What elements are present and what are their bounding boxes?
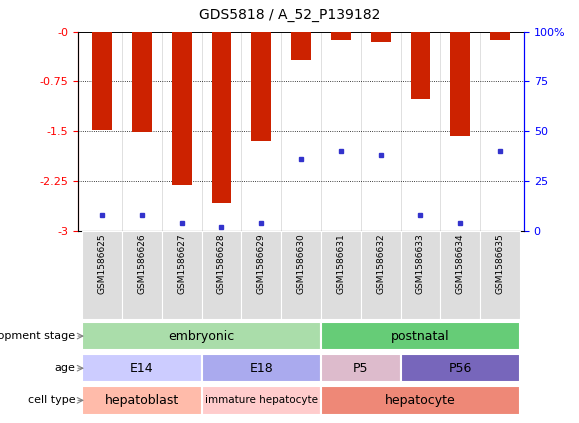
Text: GSM1586628: GSM1586628: [217, 233, 226, 294]
Text: postnatal: postnatal: [391, 330, 450, 343]
Bar: [92, 32, 112, 130]
Text: P5: P5: [353, 362, 369, 375]
Bar: [411, 32, 430, 99]
Text: GSM1586630: GSM1586630: [296, 233, 306, 294]
Text: immature hepatocyte: immature hepatocyte: [205, 396, 318, 405]
Bar: [441, 231, 480, 319]
Bar: [251, 32, 271, 141]
Text: GSM1586634: GSM1586634: [456, 233, 465, 294]
Bar: [401, 354, 520, 382]
Bar: [132, 32, 152, 132]
Bar: [201, 231, 241, 319]
Bar: [82, 354, 201, 382]
Text: GSM1586632: GSM1586632: [376, 233, 385, 294]
Bar: [371, 32, 391, 42]
Text: hepatoblast: hepatoblast: [105, 394, 179, 407]
Bar: [450, 32, 470, 137]
Bar: [321, 322, 520, 350]
Bar: [201, 354, 321, 382]
Bar: [172, 32, 192, 185]
Text: P56: P56: [449, 362, 472, 375]
Bar: [361, 231, 401, 319]
Bar: [82, 231, 122, 319]
Bar: [82, 322, 321, 350]
Bar: [401, 231, 441, 319]
Bar: [201, 386, 321, 415]
Text: GSM1586629: GSM1586629: [256, 233, 266, 294]
Bar: [211, 32, 232, 203]
Bar: [82, 386, 201, 415]
Bar: [291, 32, 311, 60]
Text: GSM1586627: GSM1586627: [177, 233, 186, 294]
Text: E14: E14: [130, 362, 153, 375]
Text: GSM1586626: GSM1586626: [137, 233, 146, 294]
Bar: [490, 32, 510, 40]
Text: GSM1586631: GSM1586631: [336, 233, 346, 294]
Bar: [162, 231, 201, 319]
Text: age: age: [54, 363, 75, 373]
Text: GSM1586625: GSM1586625: [97, 233, 107, 294]
Text: cell type: cell type: [28, 396, 75, 405]
Text: GSM1586633: GSM1586633: [416, 233, 425, 294]
Bar: [321, 354, 401, 382]
Text: hepatocyte: hepatocyte: [385, 394, 456, 407]
Bar: [281, 231, 321, 319]
Text: embryonic: embryonic: [168, 330, 234, 343]
Text: GDS5818 / A_52_P139182: GDS5818 / A_52_P139182: [199, 8, 380, 22]
Bar: [241, 231, 281, 319]
Bar: [321, 386, 520, 415]
Bar: [480, 231, 520, 319]
Bar: [122, 231, 162, 319]
Text: GSM1586635: GSM1586635: [496, 233, 505, 294]
Text: E18: E18: [250, 362, 273, 375]
Bar: [321, 231, 361, 319]
Text: development stage: development stage: [0, 331, 75, 341]
Bar: [331, 32, 351, 40]
